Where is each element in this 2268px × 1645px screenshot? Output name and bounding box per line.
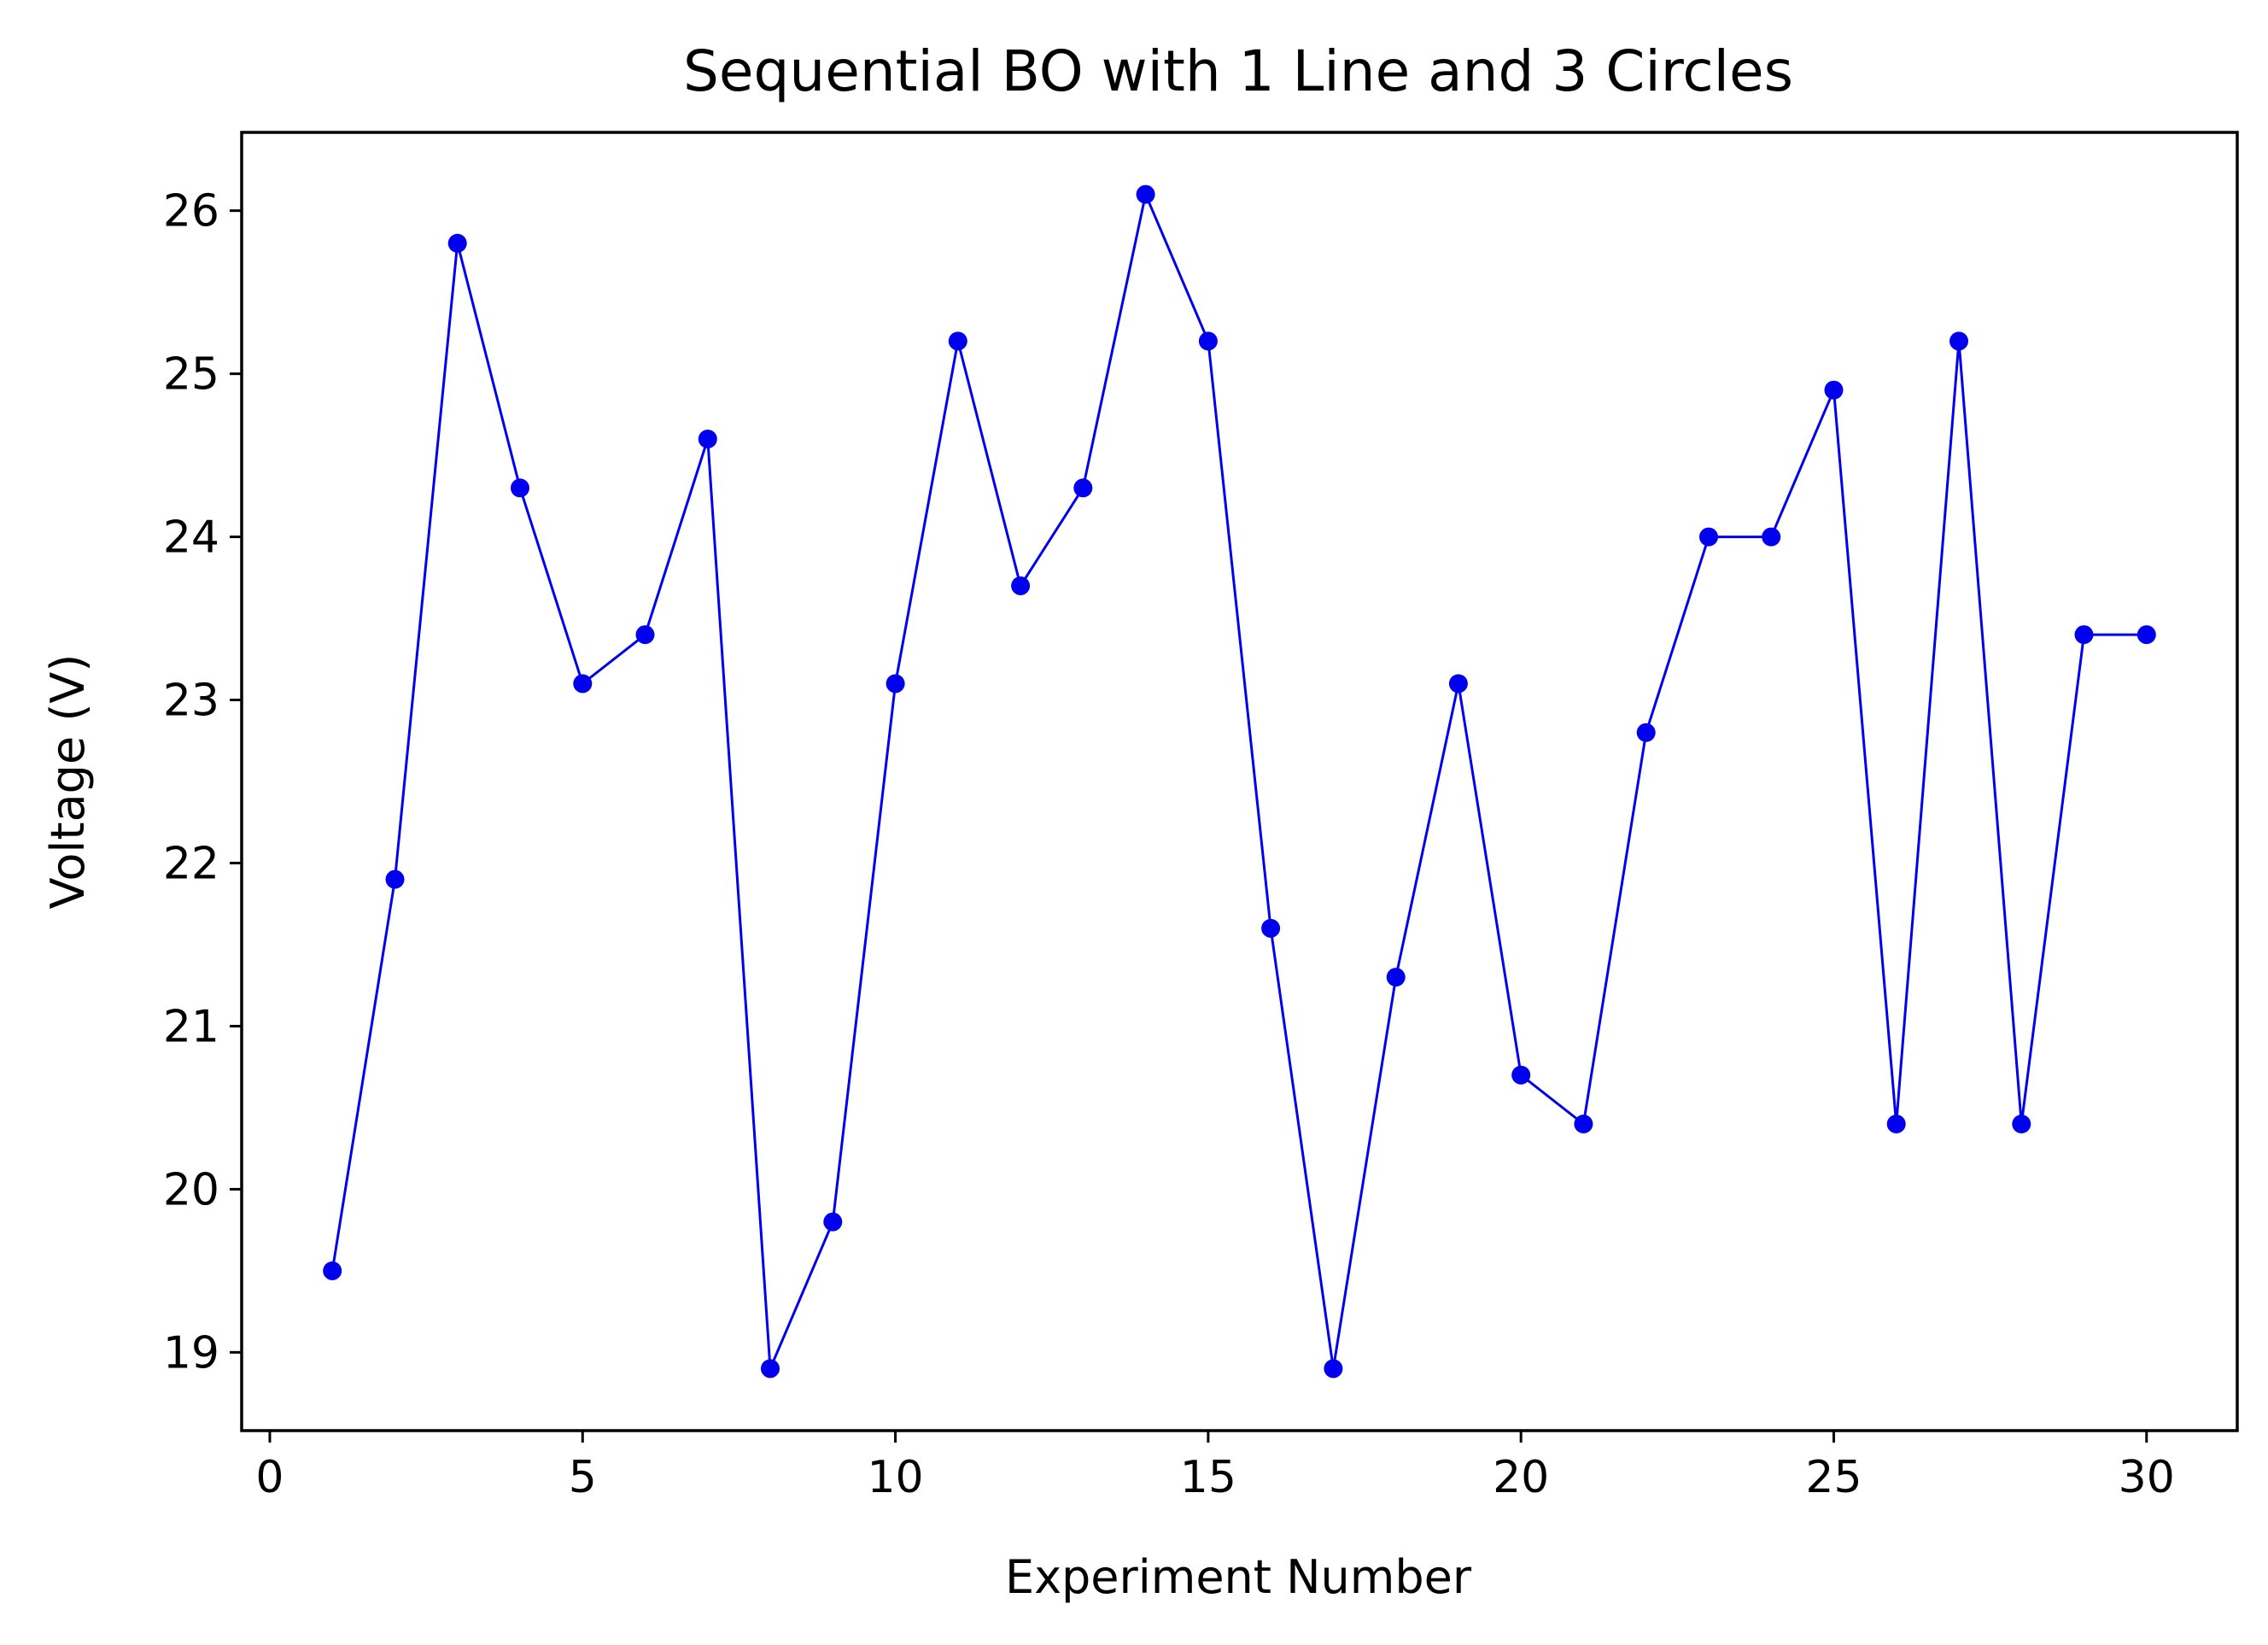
data-point — [1824, 380, 1844, 400]
y-tick-label: 22 — [163, 838, 219, 889]
x-tick-label: 25 — [1805, 1452, 1862, 1503]
data-point — [323, 1261, 342, 1280]
data-point — [886, 674, 905, 694]
data-point — [1886, 1115, 1906, 1133]
data-point — [1386, 968, 1406, 987]
x-tick-label: 15 — [1180, 1452, 1236, 1503]
data-point — [1636, 723, 1656, 742]
y-tick-label: 20 — [163, 1164, 219, 1215]
data-point — [1949, 331, 1968, 351]
data-point — [698, 430, 717, 448]
data-point — [1762, 527, 1781, 547]
data-point — [948, 331, 967, 351]
data-point — [573, 674, 593, 694]
y-tick-label: 25 — [163, 349, 219, 401]
x-axis-label: Experiment Number — [1005, 1550, 1472, 1604]
chart-title: Sequential BO with 1 Line and 3 Circles — [683, 38, 1793, 104]
data-point — [823, 1212, 843, 1232]
x-axis: 0 5 10 15 20 25 30 — [255, 1431, 2175, 1503]
data-point — [2012, 1115, 2031, 1133]
data-point — [1511, 1065, 1531, 1085]
y-tick-label: 23 — [163, 676, 219, 727]
y-axis: 19 20 21 22 23 24 25 26 — [163, 186, 242, 1379]
y-tick-label: 24 — [163, 512, 219, 564]
data-point — [447, 233, 467, 253]
data-point — [1261, 918, 1281, 938]
x-tick-label: 20 — [1493, 1452, 1549, 1503]
data-point — [2074, 625, 2094, 645]
data-point — [1324, 1359, 1343, 1379]
data-point — [635, 625, 655, 645]
y-tick-label: 19 — [163, 1327, 219, 1379]
data-point — [2136, 625, 2156, 645]
data-point — [1448, 674, 1468, 694]
data-point — [511, 478, 529, 498]
data-point — [1699, 527, 1718, 547]
data-point — [1198, 331, 1218, 351]
data-point — [1136, 184, 1155, 204]
data-point — [1574, 1115, 1593, 1133]
plot-area — [323, 184, 2156, 1379]
y-axis-label: Voltage (V) — [41, 654, 95, 910]
x-tick-label: 5 — [569, 1452, 597, 1503]
x-tick-label: 30 — [2119, 1452, 2175, 1503]
x-tick-label: 10 — [867, 1452, 923, 1503]
data-point — [1011, 576, 1031, 595]
series-line-0 — [330, 190, 2147, 1369]
y-tick-label: 26 — [163, 186, 219, 237]
data-point — [385, 869, 405, 889]
data-point — [761, 1359, 780, 1379]
data-point — [1073, 478, 1093, 498]
y-tick-label: 21 — [163, 1001, 219, 1052]
x-tick-label: 0 — [255, 1452, 284, 1503]
plot-frame — [240, 131, 2239, 1432]
